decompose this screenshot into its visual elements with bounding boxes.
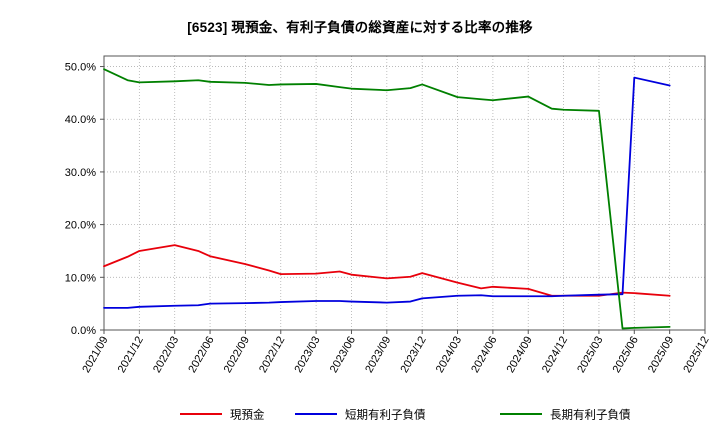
- x-tick-label: 2022/03: [151, 335, 181, 375]
- y-tick-label: 50.0%: [65, 62, 96, 74]
- series-line-2: [103, 76, 671, 309]
- x-tick-label: 2021/12: [116, 335, 146, 375]
- x-tick-label: 2022/09: [222, 335, 252, 375]
- legend-label-3: 長期有利子負債: [550, 408, 631, 422]
- x-tick-label: 2024/12: [540, 335, 570, 375]
- x-tick-label: 2022/06: [186, 335, 216, 375]
- x-tick-label: 2025/03: [575, 335, 605, 375]
- legend-label-1: 現預金: [230, 408, 265, 422]
- x-tick-label: 2025/09: [646, 335, 676, 375]
- series-line-1: [103, 244, 671, 297]
- y-tick-label: 20.0%: [65, 220, 96, 232]
- plot-frame: [103, 55, 706, 331]
- x-tick-label: 2023/09: [363, 335, 393, 375]
- x-tick-label: 2021/09: [80, 335, 110, 375]
- x-tick-label: 2023/12: [398, 335, 428, 375]
- x-tick-label: 2025/12: [681, 335, 711, 375]
- x-tick-label: 2023/06: [328, 335, 358, 375]
- y-tick-label: 10.0%: [65, 272, 96, 284]
- x-tick-label: 2025/06: [611, 335, 641, 375]
- x-tick-label: 2024/06: [469, 335, 499, 375]
- y-tick-label: 0.0%: [71, 325, 96, 337]
- x-tick-label: 2023/03: [292, 335, 322, 375]
- legend-label-2: 短期有利子負債: [345, 408, 426, 422]
- y-tick-label: 40.0%: [65, 114, 96, 126]
- x-tick-label: 2022/12: [257, 335, 287, 375]
- y-tick-label: 30.0%: [65, 167, 96, 179]
- series-line-3: [103, 68, 671, 330]
- x-tick-label: 2024/09: [505, 335, 535, 375]
- chart-title: [6523] 現預金、有利子負債の総資産に対する比率の推移: [187, 20, 533, 35]
- x-tick-label: 2024/03: [434, 335, 464, 375]
